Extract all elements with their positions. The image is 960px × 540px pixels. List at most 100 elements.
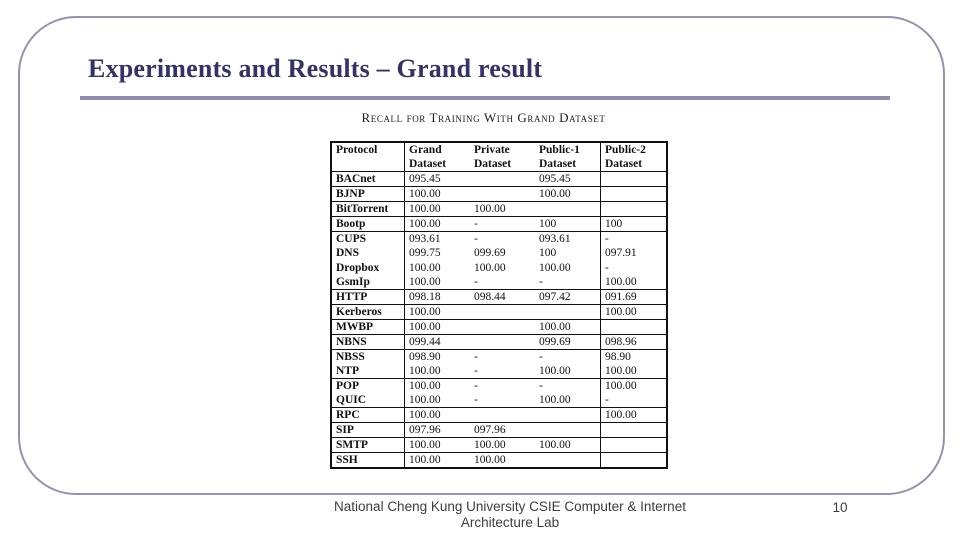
value-cell: 100.00: [605, 365, 637, 377]
protocol-cell: SMTP: [331, 437, 405, 453]
value-cell: 097.96: [409, 424, 441, 436]
value-cell: 100.00: [535, 319, 601, 335]
value-cell: 100.00: [605, 276, 637, 288]
table-row: RPC 100.00 100.00: [331, 407, 667, 423]
value-cell: -: [474, 233, 478, 245]
value-cell: -: [474, 365, 478, 377]
value-cell: 093.61: [535, 231, 601, 246]
footer: National Cheng Kung University CSIE Comp…: [230, 499, 790, 531]
table-row: SIP 097.96 097.96: [331, 422, 668, 438]
value-cell: 100.00: [409, 394, 441, 406]
value-cell: -: [474, 351, 478, 363]
value-cell: 098.44: [474, 291, 506, 303]
value-cell: -: [535, 349, 601, 364]
value-cell: 097.91: [605, 247, 637, 260]
value-cell: 097.42: [535, 289, 601, 305]
value-cell: 100: [535, 216, 601, 232]
value-cell: 100.00: [409, 439, 441, 451]
recall-table: Protocol Grand Dataset Private Dataset Publ…: [330, 141, 668, 469]
value-cell: [535, 452, 601, 468]
table-row: DNS 099.75 099.69 100 097.91: [331, 246, 667, 261]
table-row: Kerberos 100.00 100.00: [331, 304, 667, 320]
value-cell: [535, 422, 601, 438]
value-cell: [535, 304, 601, 320]
column-header: Public-1 Dataset: [535, 142, 601, 172]
results-table-area: Recall for Training With Grand Dataset P…: [330, 110, 668, 469]
value-cell: -: [605, 261, 609, 274]
table-row: Bootp 100.00 - 100 100: [331, 216, 667, 232]
value-cell: [601, 453, 668, 469]
title-underline: [80, 96, 890, 100]
value-cell: -: [605, 233, 609, 245]
value-cell: 100.00: [474, 203, 506, 215]
value-cell: 100: [535, 246, 601, 261]
protocol-cell: NBSS: [331, 349, 405, 364]
column-header: Protocol: [331, 142, 405, 172]
value-cell: 097.96: [474, 424, 506, 436]
protocol-cell: BJNP: [331, 186, 405, 202]
value-cell: 100.00: [535, 393, 601, 408]
value-cell: 100.00: [535, 364, 601, 379]
value-cell: 100.00: [605, 409, 637, 421]
value-cell: 099.75: [409, 247, 441, 260]
value-cell: 100.00: [409, 188, 441, 200]
table-row: CUPS 093.61-093.61-: [331, 231, 667, 246]
table-row: NTP 100.00 - 100.00 100.00: [331, 364, 667, 379]
table-row: GsmIp 100.00- -100.00: [331, 275, 667, 290]
protocol-cell: Bootp: [331, 216, 405, 232]
value-cell: 100.00: [409, 409, 441, 421]
value-cell: 100.00: [474, 439, 506, 451]
protocol-cell: GsmIp: [331, 275, 405, 290]
value-cell: 100.00: [409, 454, 441, 466]
value-cell: 098.96: [605, 336, 637, 348]
value-cell: [601, 172, 668, 187]
value-cell: 100.00: [535, 437, 601, 453]
value-cell: 093.61: [409, 233, 441, 245]
value-cell: [601, 438, 668, 453]
protocol-cell: NBNS: [331, 334, 405, 350]
value-cell: 100.00: [605, 380, 637, 392]
protocol-cell: NTP: [331, 364, 405, 379]
protocol-cell: HTTP: [331, 289, 405, 305]
value-cell: [470, 305, 535, 320]
table-row: Dropbox 100.00 100.00 100.00-: [331, 260, 667, 275]
value-cell: -: [474, 394, 478, 406]
value-cell: -: [535, 275, 601, 290]
value-cell: 100.00: [535, 260, 601, 275]
recall-table-header: Protocol Grand Dataset Private Dataset Publ…: [331, 142, 667, 172]
value-cell: [601, 423, 668, 438]
value-cell: 100.00: [409, 218, 441, 230]
value-cell: 98.90: [605, 351, 631, 363]
protocol-cell: DNS: [331, 246, 405, 261]
table-row: SMTP 100.00 100.00 100.00: [331, 437, 668, 453]
protocol-cell: POP: [331, 378, 405, 393]
value-cell: [601, 320, 668, 335]
value-cell: -: [474, 218, 478, 230]
slide-border: [18, 16, 945, 495]
value-cell: [535, 201, 601, 217]
value-cell: 100: [605, 218, 623, 230]
table-row: BJNP 100.00 100.00: [331, 186, 668, 202]
value-cell: [601, 187, 668, 202]
value-cell: -: [474, 276, 478, 288]
protocol-cell: RPC: [331, 407, 405, 423]
value-cell: 095.45: [409, 173, 441, 185]
footer-line1: National Cheng Kung University CSIE Comp…: [334, 499, 686, 514]
table-row: BACnet 095.45 095.45: [331, 171, 668, 187]
value-cell: 100.00: [535, 186, 601, 202]
value-cell: 100.00: [409, 306, 441, 318]
page-title: Experiments and Results – Grand result: [88, 54, 543, 83]
table-row: SSH 100.00 100.00: [331, 452, 668, 469]
header-row: Protocol Grand Dataset Private Dataset Publ…: [331, 142, 667, 172]
recall-table-body: BACnet 095.45 095.45 BJNP 100.00 100.00 BitTor…: [331, 171, 668, 469]
value-cell: [470, 320, 535, 335]
table-row: POP 100.00- -100.00: [331, 378, 667, 393]
value-cell: [535, 407, 601, 423]
protocol-cell: Kerberos: [331, 304, 405, 320]
footer-line2: Architecture Lab: [460, 515, 560, 530]
value-cell: 098.18: [409, 291, 441, 303]
protocol-cell: BitTorrent: [331, 201, 405, 217]
value-cell: 100.00: [409, 261, 441, 274]
page-number: 10: [832, 500, 848, 515]
